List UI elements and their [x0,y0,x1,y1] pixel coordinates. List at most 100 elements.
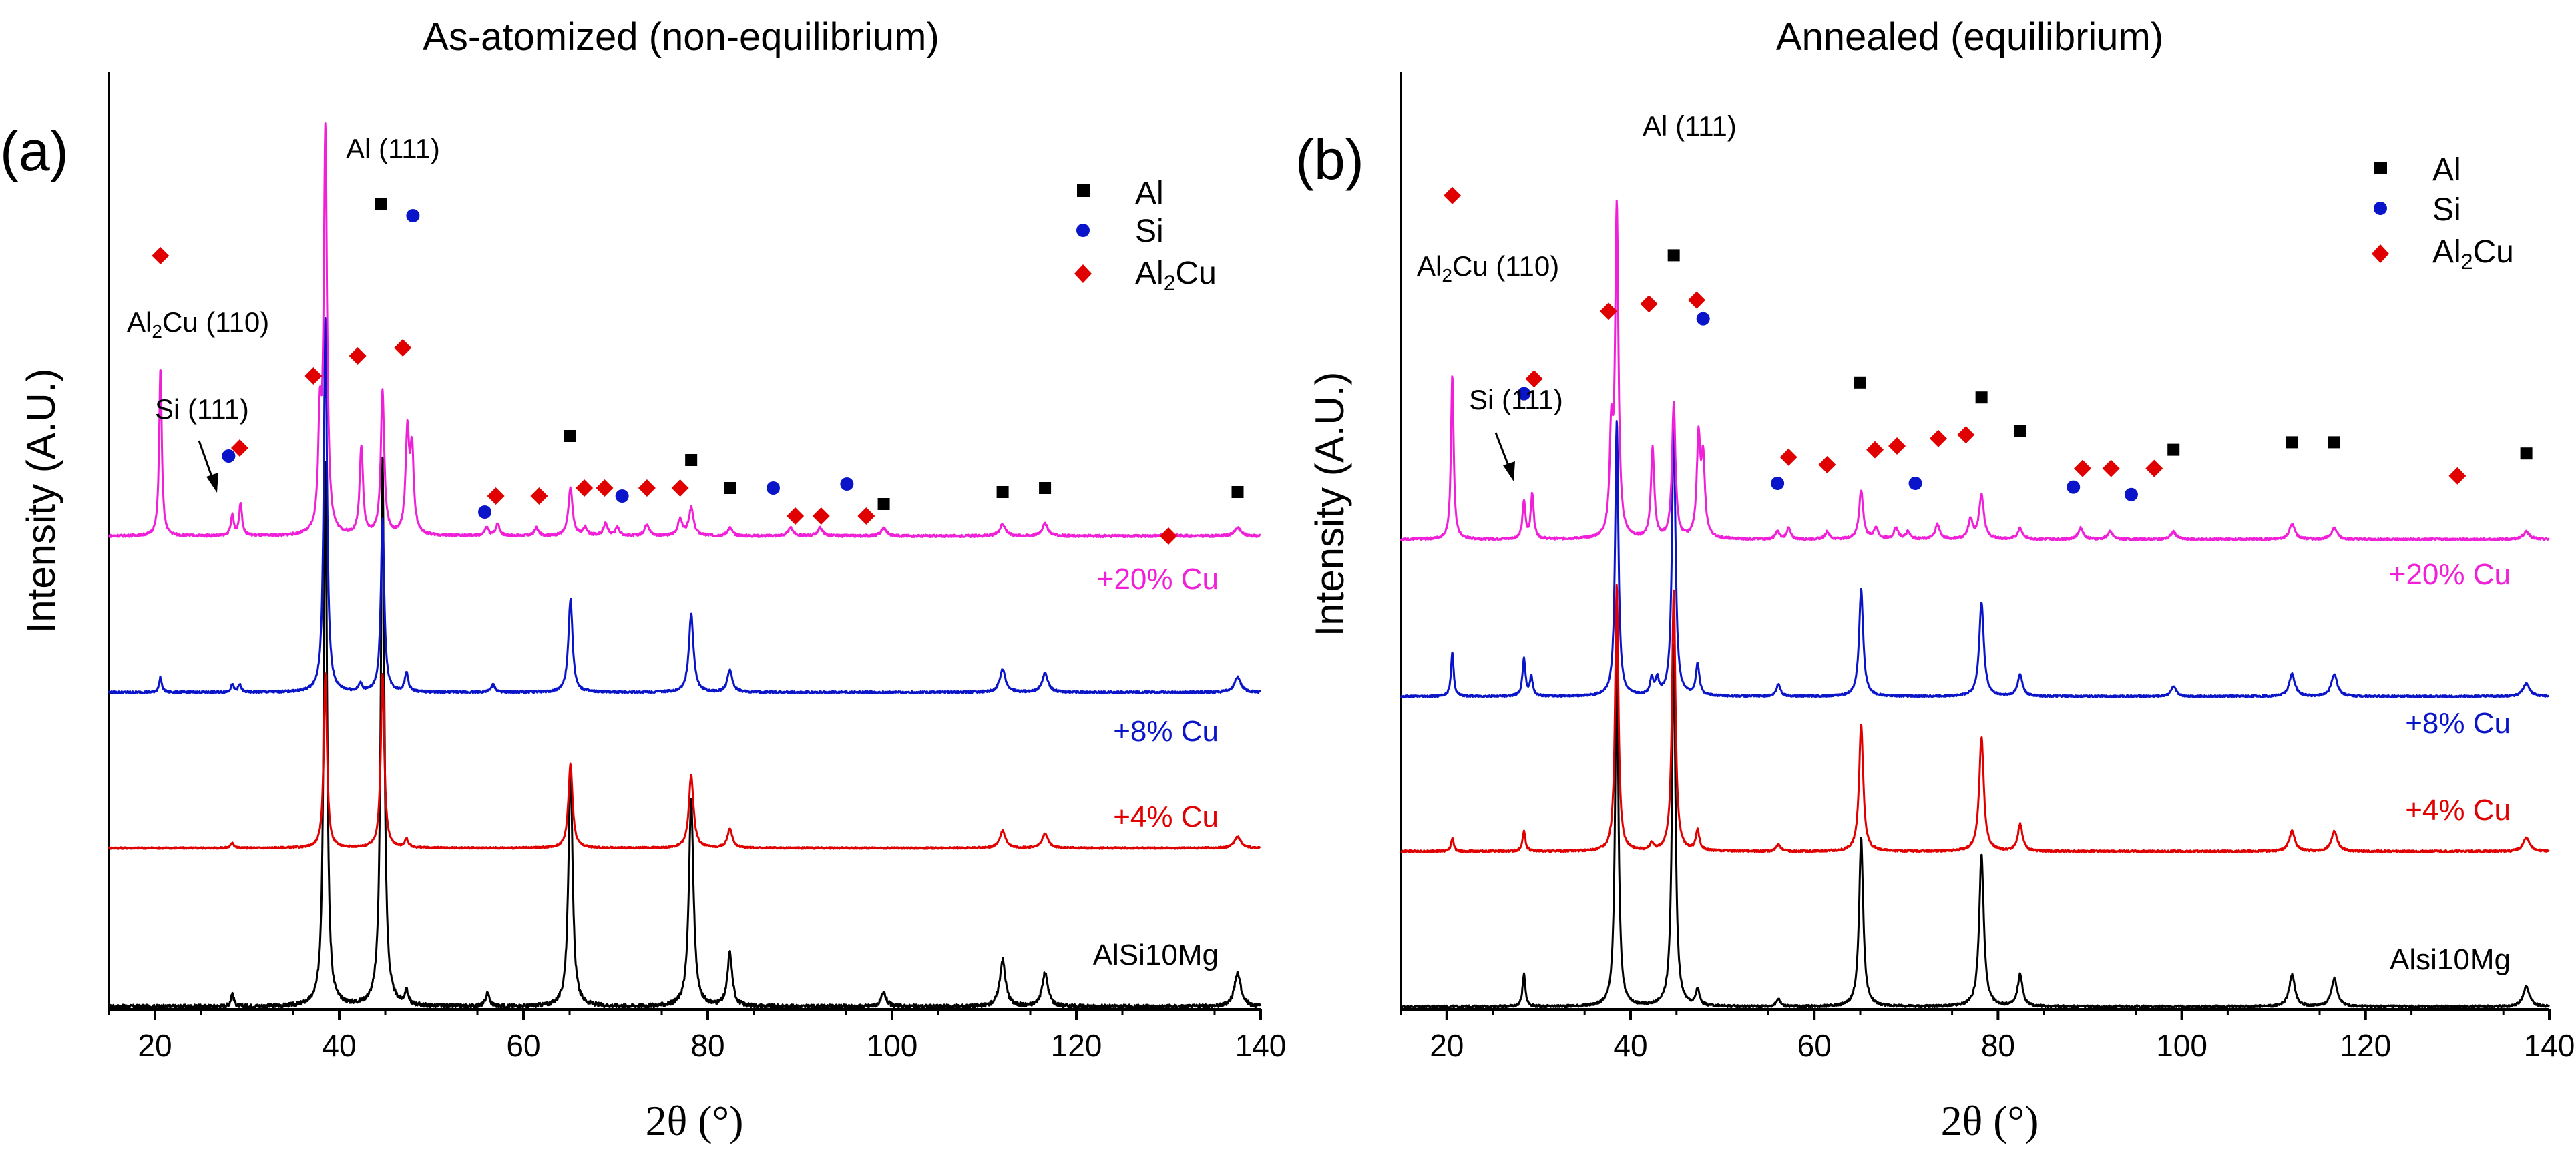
marker-al2cu [2102,459,2120,477]
curve-label-20cu: +20% Cu [1097,563,1219,596]
legend-si-marker [2374,202,2387,215]
annotation-al2cu-110: Al2Cu (110) [1417,250,1559,286]
x-tick-label: 120 [2340,1028,2391,1063]
marker-al2cu [638,479,656,497]
marker-al2cu [787,507,805,525]
marker-al2cu [487,487,505,505]
panel-a-ylabel: Intensity (A.U.) [19,369,63,634]
marker-al [1854,376,1866,389]
legend-al2cu-label: Al2Cu [2432,234,2514,274]
x-tick-label: 40 [322,1028,356,1063]
panel-a-label: (a) [0,120,69,182]
annotation-al-111: Al (111) [1643,110,1737,142]
x-tick-label: 120 [1051,1028,1102,1063]
marker-si [840,477,854,491]
marker-al [2328,436,2341,449]
marker-al2cu [530,487,548,505]
curve-label-alsi10mg: AlSi10Mg [1093,939,1219,971]
marker-al [2167,443,2180,456]
curve-label-20cu: +20% Cu [2389,558,2511,591]
marker-al2cu [2073,459,2091,477]
marker-si [1696,312,1710,326]
x-tick-label: 20 [138,1028,172,1063]
legend-al-marker [2374,162,2387,174]
marker-al2cu [152,247,170,264]
marker-al2cu [1779,448,1797,466]
marker-al [1975,391,1988,404]
marker-si [2124,487,2138,501]
x-tick-label: 100 [867,1028,918,1063]
legend-al2cu-label: Al2Cu [1135,256,1217,295]
x-tick-label: 140 [1235,1028,1287,1063]
legend-si-label: Si [1135,214,1164,249]
xrd-curve--8-cu [1400,419,2550,698]
x-tick-label: 140 [2524,1028,2575,1063]
marker-al2cu [671,479,689,497]
marker-al [1667,249,1680,262]
marker-al [375,198,387,210]
marker-al2cu [1640,295,1658,313]
marker-si [1771,477,1785,490]
marker-al [724,482,736,494]
legend-al-label: Al [2432,152,2461,188]
xrd-curve--20-cu [108,122,1261,539]
panel-a-xlabel: 2θ (°) [646,1097,744,1144]
panel-b-legend: Al Si Al2Cu [2372,152,2514,274]
x-tick-label: 100 [2156,1028,2207,1063]
marker-si [478,505,492,519]
curve-label-4cu: +4% Cu [1113,800,1219,833]
marker-si [1517,387,1531,401]
marker-si [2067,480,2081,494]
legend-si-label: Si [2432,192,2461,228]
legend-al-label: Al [1135,176,1164,211]
marker-al2cu [1957,426,1975,444]
marker-al2cu [1929,429,1947,447]
xrd-curve-alsi10mg [108,456,1261,1010]
marker-al2cu [812,507,830,525]
x-tick-label: 80 [690,1028,724,1063]
marker-al2cu [1444,186,1462,204]
marker-al2cu [230,439,248,457]
marker-al2cu [576,479,594,497]
panel-b-label: (b) [1295,128,1364,191]
xrd-curve--8-cu [108,317,1261,695]
panel-a-legend: Al Si Al2Cu [1074,176,1217,295]
marker-si [406,209,420,222]
xrd-curve--4-cu [108,672,1261,850]
annotation-si-111: Si (111) [1469,384,1563,415]
panel-b-plot-area: 20 40 60 80 100 120 140 [1400,72,2575,1063]
panel-b-ylabel: Intensity (A.U.) [1307,372,1352,637]
marker-al2cu [1818,456,1836,473]
marker-al [1231,486,1244,498]
panel-b-xlabel: 2θ (°) [1941,1097,2039,1144]
marker-al2cu [596,479,614,497]
legend-si-marker [1076,224,1090,237]
marker-si [222,449,236,463]
legend-al2cu-marker [2372,244,2389,263]
xrd-curve--4-cu [1400,584,2550,853]
marker-al2cu [1525,370,1543,388]
x-tick-label: 60 [506,1028,540,1063]
marker-al2cu [1888,437,1906,455]
marker-al [1039,482,1052,494]
marker-al [877,498,890,510]
x-tick-label: 20 [1430,1028,1464,1063]
annotation-si-arrow [198,440,218,493]
marker-al2cu [2448,467,2466,485]
curve-label-8cu: +8% Cu [1113,715,1219,748]
legend-al2cu-marker [1074,264,1092,283]
marker-al2cu [1599,302,1617,320]
annotation-si-arrow [1494,432,1515,481]
x-tick-label: 40 [1613,1028,1647,1063]
marker-al2cu [1866,441,1884,459]
marker-al [996,486,1009,498]
curve-label-alsi10mg: Alsi10Mg [2390,943,2511,976]
marker-al [564,430,576,442]
marker-al2cu [349,347,367,365]
panel-b: Annealed (equilibrium) (b) Intensity (A.… [1295,15,2575,1144]
panel-a: As-atomized (non-equilibrium) (a) Intens… [0,15,1287,1144]
marker-si [615,489,629,503]
marker-al2cu [1160,527,1177,545]
marker-al2cu [304,367,323,385]
